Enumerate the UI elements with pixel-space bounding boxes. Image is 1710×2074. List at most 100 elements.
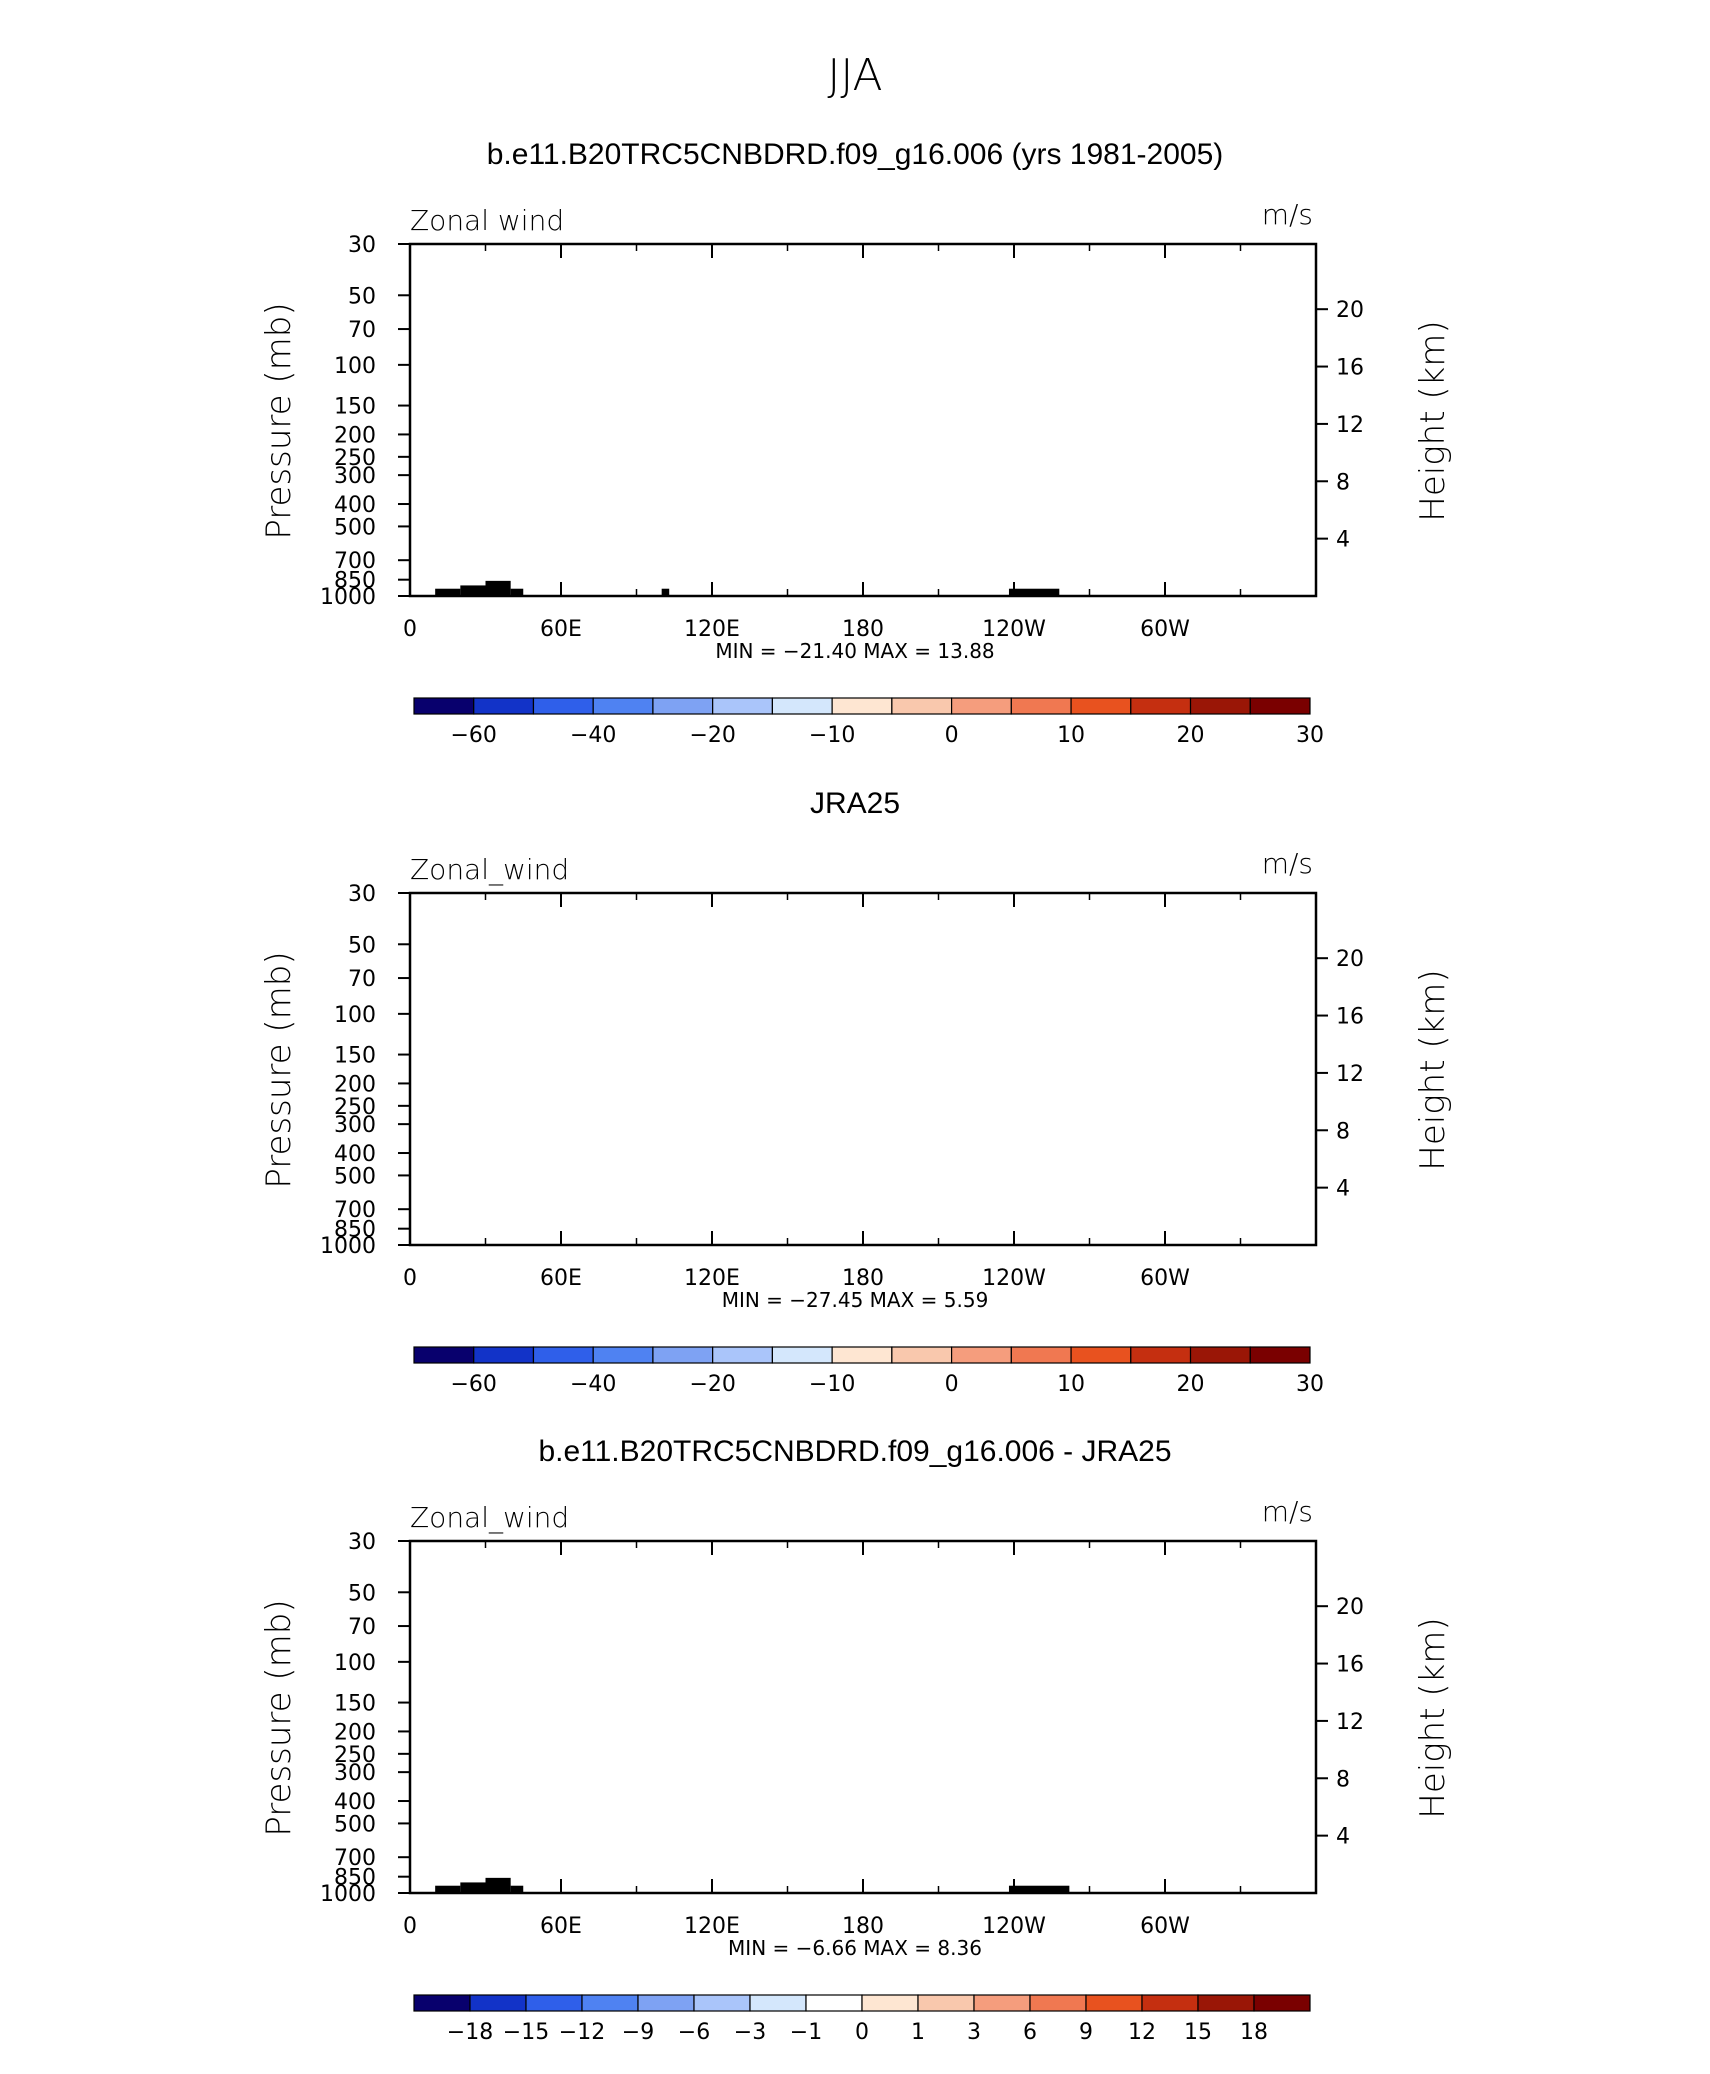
colorbar-swatch (805, 1994, 863, 2012)
y-axis-title: Pressure (mb) (259, 302, 299, 539)
x-tick-label: 120W (982, 1914, 1046, 1939)
y-tick-label: 100 (334, 1651, 376, 1676)
y-tick-label: 100 (334, 354, 376, 379)
y-tick-label: 300 (334, 464, 376, 489)
colorbar-label: 0 (945, 1372, 959, 1397)
colorbar-swatch (693, 1994, 751, 2012)
colorbar-swatch (891, 697, 953, 715)
height-tick-label: 8 (1336, 1767, 1350, 1792)
colorbar-swatch (532, 1346, 594, 1364)
height-tick-label: 16 (1336, 1005, 1364, 1030)
y-tick-label: 250 (334, 1095, 376, 1120)
height-tick-label: 4 (1336, 1177, 1350, 1202)
y-tick-label: 300 (334, 1761, 376, 1786)
panel-title: b.e11.B20TRC5CNBDRD.f09_g16.006 - JRA25 (538, 1435, 1171, 1468)
units-label: m/s (1262, 198, 1313, 231)
topography-block (460, 585, 486, 596)
topography-block (1008, 1885, 1070, 1893)
y-tick-label: 50 (348, 1581, 376, 1606)
colorbar-swatch (1249, 1346, 1311, 1364)
colorbar-swatch (771, 1346, 833, 1364)
colorbar-swatch (1189, 1346, 1251, 1364)
colorbar-swatch (652, 697, 714, 715)
units-label: m/s (1262, 1495, 1313, 1528)
y-tick-label: 1000 (320, 1882, 376, 1907)
y-tick-label: 500 (334, 1812, 376, 1837)
colorbar-swatch (1197, 1994, 1255, 2012)
y-tick-label: 700 (334, 549, 376, 574)
colorbar-swatch (469, 1994, 527, 2012)
colorbar-swatch (712, 697, 774, 715)
x-tick-label: 180 (842, 1266, 884, 1291)
panel-1: b.e11.B20TRC5CNBDRD.f09_g16.006 (yrs 198… (259, 138, 1453, 748)
colorbar-swatch (413, 1346, 475, 1364)
y-tick-label: 200 (334, 423, 376, 448)
x-tick-label: 0 (403, 1914, 417, 1939)
colorbar-swatch (749, 1994, 807, 2012)
colorbar-swatch (637, 1994, 695, 2012)
y-tick-label: 300 (334, 1113, 376, 1138)
colorbar-label: 20 (1177, 723, 1205, 748)
panel-title: b.e11.B20TRC5CNBDRD.f09_g16.006 (yrs 198… (487, 138, 1224, 171)
colorbar-swatch (1010, 697, 1072, 715)
variable-label: Zonal_wind (410, 853, 569, 887)
colorbar-label: 18 (1240, 2020, 1268, 2045)
y-tick-label: 250 (334, 1743, 376, 1768)
colorbar-label: 15 (1184, 2020, 1212, 2045)
y-tick-label: 500 (334, 1164, 376, 1189)
y-tick-label: 1000 (320, 585, 376, 610)
colorbar-swatch (950, 1346, 1012, 1364)
y-tick-label: 50 (348, 933, 376, 958)
y-tick-label: 400 (334, 1790, 376, 1815)
colorbar-swatch (1010, 1346, 1072, 1364)
topography-block (510, 588, 524, 596)
x-tick-label: 60W (1140, 1914, 1190, 1939)
y-tick-label: 200 (334, 1072, 376, 1097)
topography-block (460, 1882, 486, 1893)
colorbar-label: 0 (855, 2020, 869, 2045)
height-tick-label: 12 (1336, 1710, 1364, 1735)
colorbar-label: −40 (570, 1372, 616, 1397)
colorbar-label: −60 (451, 723, 497, 748)
y-axis-title: Pressure (mb) (259, 1599, 299, 1836)
colorbar-label: −12 (559, 2020, 605, 2045)
y-tick-label: 850 (334, 1218, 376, 1243)
height-tick-label: 12 (1336, 413, 1364, 438)
height-tick-label: 4 (1336, 1825, 1350, 1850)
colorbar-label: −15 (503, 2020, 549, 2045)
colorbar-swatch (973, 1994, 1031, 2012)
x-tick-label: 0 (403, 1266, 417, 1291)
y-tick-label: 150 (334, 1044, 376, 1069)
variable-label: Zonal wind (410, 204, 564, 237)
colorbar-swatch (525, 1994, 583, 2012)
colorbar-label: −6 (678, 2020, 710, 2045)
colorbar-label: −9 (622, 2020, 654, 2045)
colorbar-swatch (1070, 1346, 1132, 1364)
height-tick-label: 20 (1336, 947, 1364, 972)
x-tick-label: 120E (684, 1266, 740, 1291)
y-tick-label: 850 (334, 1866, 376, 1891)
height-tick-label: 12 (1336, 1062, 1364, 1087)
colorbar-label: −10 (809, 723, 855, 748)
y-axis-title-right: Height (km) (1413, 320, 1453, 521)
colorbar-swatch (1070, 697, 1132, 715)
colorbar-swatch (831, 697, 893, 715)
colorbar-swatch (712, 1346, 774, 1364)
x-tick-label: 120W (982, 617, 1046, 642)
y-tick-label: 250 (334, 446, 376, 471)
colorbar-label: 9 (1079, 2020, 1093, 2045)
topography-block (485, 1877, 511, 1893)
x-tick-label: 0 (403, 617, 417, 642)
y-tick-label: 200 (334, 1720, 376, 1745)
colorbar-swatch (771, 697, 833, 715)
colorbar-label: 10 (1057, 1372, 1085, 1397)
y-tick-label: 70 (348, 1615, 376, 1640)
colorbar-label: −1 (790, 2020, 822, 2045)
x-tick-label: 60E (540, 1266, 582, 1291)
y-tick-label: 1000 (320, 1234, 376, 1259)
colorbar-label: −40 (570, 723, 616, 748)
y-axis-title: Pressure (mb) (259, 951, 299, 1188)
y-tick-label: 700 (334, 1846, 376, 1871)
colorbar-swatch (1253, 1994, 1311, 2012)
